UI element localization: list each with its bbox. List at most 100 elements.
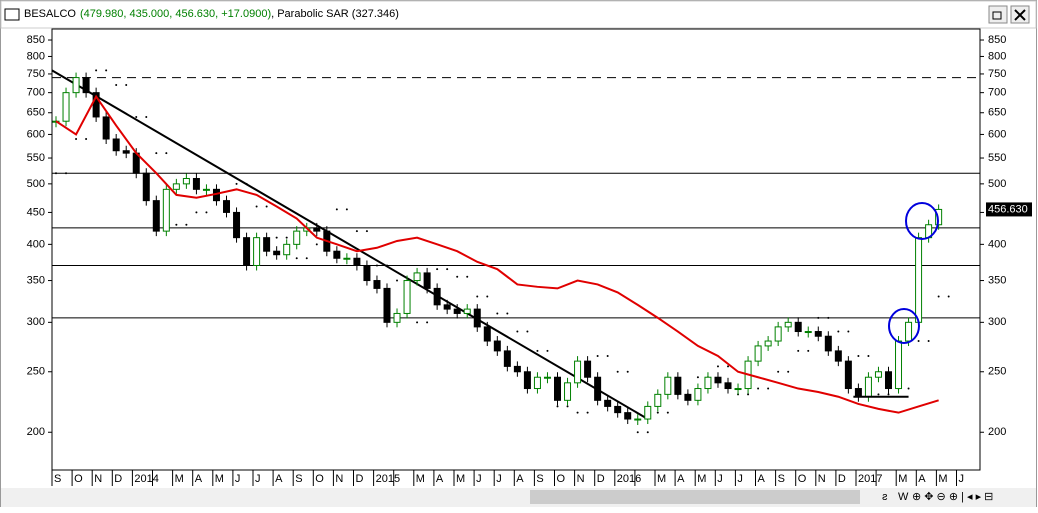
x-tick-label: N (818, 473, 826, 485)
sar-dot (265, 205, 268, 208)
sar-dot (666, 411, 669, 414)
candle (533, 376, 541, 390)
x-tick-label: D (356, 473, 364, 485)
y-tick-label: 750 (27, 68, 45, 80)
x-tick-label: 2017 (858, 473, 882, 485)
y-tick-label: 250 (988, 366, 1006, 378)
moving-average (55, 94, 939, 414)
sar-dot (476, 295, 479, 298)
sar-dot (195, 211, 198, 214)
x-tick-label: D (114, 473, 122, 485)
candle (172, 183, 180, 190)
candle (483, 326, 491, 342)
candle (654, 393, 662, 407)
sar-dot (506, 312, 509, 315)
candle (915, 237, 923, 323)
sar-dot (305, 257, 308, 260)
sar-dot (85, 137, 88, 140)
sar-dot (295, 257, 298, 260)
candle (574, 360, 582, 384)
candle (895, 340, 903, 390)
x-tick-label: O (557, 473, 566, 485)
y-tick-label: 400 (988, 238, 1006, 250)
title-values: (479.980, 435.000, 456.630, +17.0900) (80, 8, 271, 20)
y-tick-label: 500 (988, 178, 1006, 190)
x-tick-label: O (798, 473, 807, 485)
y-tick-label: 700 (988, 87, 1006, 99)
candle (142, 172, 150, 202)
y-tick-label: 850 (27, 34, 45, 46)
candle (884, 371, 892, 390)
candle (804, 331, 812, 334)
y-tick-label: 500 (27, 178, 45, 190)
sar-dot (516, 330, 519, 333)
sar-dot (556, 405, 559, 408)
candle (754, 345, 762, 362)
sar-dot (345, 208, 348, 211)
candle (704, 376, 712, 390)
candle (112, 138, 120, 152)
y-tick-label: 200 (27, 426, 45, 438)
sar-dot (857, 354, 860, 357)
x-tick-label: S (536, 473, 543, 485)
sar-dot (727, 365, 730, 368)
sar-dot (937, 295, 940, 298)
title-bar (0, 0, 1037, 29)
y-tick-label: 750 (988, 68, 1006, 80)
candle (905, 321, 913, 342)
sar-dot (466, 275, 469, 278)
restore-button[interactable] (988, 5, 1008, 24)
x-tick-label: 2014 (134, 473, 158, 485)
sar-dot (426, 321, 429, 324)
candle (192, 177, 200, 190)
sar-dot (787, 370, 790, 373)
x-tick-label: M (215, 473, 224, 485)
period-button[interactable]: W (898, 491, 909, 503)
sar-dot (656, 411, 659, 414)
sar-dot (586, 411, 589, 414)
x-tick-label: 2015 (376, 473, 400, 485)
candle (363, 264, 371, 282)
candle (493, 340, 501, 352)
candle (313, 227, 321, 232)
y-tick-label: 600 (988, 128, 1006, 140)
candle (273, 250, 281, 256)
candle (162, 188, 170, 232)
x-tick-label: M (938, 473, 947, 485)
x-tick-label: M (175, 473, 184, 485)
x-tick-label: O (315, 473, 324, 485)
sar-dot (165, 152, 168, 155)
candle (343, 257, 351, 260)
sar-dot (606, 354, 609, 357)
x-tick-label: A (516, 473, 524, 485)
x-tick-label: D (838, 473, 846, 485)
sar-dot (636, 431, 639, 434)
y-tick-label: 800 (27, 50, 45, 62)
sar-dot (335, 208, 338, 211)
candle (62, 92, 70, 122)
candle (564, 382, 572, 401)
sar-dot (245, 182, 248, 185)
y-tick-label: 600 (27, 128, 45, 140)
y-tick-label: 400 (27, 238, 45, 250)
y-tick-label: 550 (988, 152, 1006, 164)
sar-dot (496, 312, 499, 315)
sar-dot (757, 387, 760, 390)
candle (72, 77, 80, 94)
x-tick-label: A (195, 473, 203, 485)
scroll-thumb[interactable] (530, 490, 860, 504)
candle (152, 200, 160, 232)
sar-dot (616, 370, 619, 373)
candle (413, 272, 421, 282)
candle (624, 412, 632, 420)
sar-dot (365, 230, 368, 233)
sar-dot (436, 268, 439, 271)
candle (614, 405, 622, 414)
sar-dot (777, 370, 780, 373)
candle (674, 376, 682, 395)
candle (794, 321, 802, 333)
sar-dot (95, 69, 98, 72)
candle (594, 376, 602, 401)
